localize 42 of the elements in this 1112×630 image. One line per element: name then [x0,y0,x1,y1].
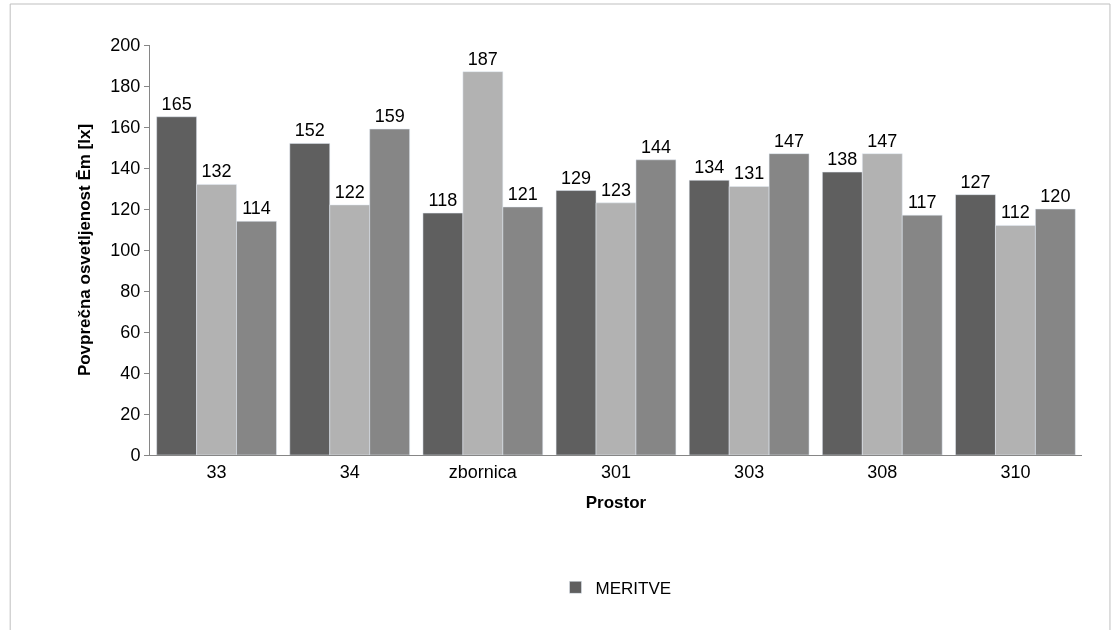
data-label: 121 [507,183,538,204]
data-label: 187 [467,48,498,69]
y-tick-label: 140 [110,158,141,179]
y-tick-label: 40 [120,363,141,384]
data-label: 159 [374,106,405,127]
data-label: 129 [561,167,592,188]
x-tick-label: 310 [1000,461,1031,482]
y-tick-label: 80 [120,281,141,302]
y-axis-title: Povprečna osvetljenost Ēm [lx] [74,123,94,377]
data-label: 144 [640,136,671,157]
data-label: 152 [294,120,325,141]
x-tick-label: 301 [600,461,632,482]
data-label: 123 [600,179,632,200]
x-tick-label: 308 [867,461,898,482]
y-tick-label: 180 [110,76,141,97]
x-tick-label: 34 [339,461,360,482]
data-label: 147 [867,130,898,151]
data-label: 134 [694,157,725,178]
data-label: 147 [774,130,805,151]
y-tick-label: 20 [120,404,141,425]
data-label: 132 [201,161,232,182]
data-label: 127 [960,171,991,192]
data-label: 122 [334,181,365,202]
y-tick-label: 160 [110,117,141,138]
x-tick-label: zbornica [448,461,518,482]
legend-label: MERITVE [595,578,672,598]
y-tick-label: 100 [110,240,141,261]
data-label: 118 [428,190,458,211]
data-label: 138 [827,149,858,170]
y-tick-label: 120 [110,199,141,220]
y-tick-label: 0 [130,445,141,466]
data-label: 114 [242,198,271,219]
x-tick-label: 33 [206,461,227,482]
data-label: 117 [907,192,937,213]
data-label: 165 [161,93,192,114]
data-label: 131 [734,163,765,184]
data-label: 112 [1001,202,1030,223]
data-label: 120 [1040,186,1071,206]
x-axis-title: Prostor [585,493,647,512]
y-tick-label: 200 [110,35,141,56]
x-tick-label: 303 [734,461,765,482]
y-tick-label: 60 [120,322,141,343]
